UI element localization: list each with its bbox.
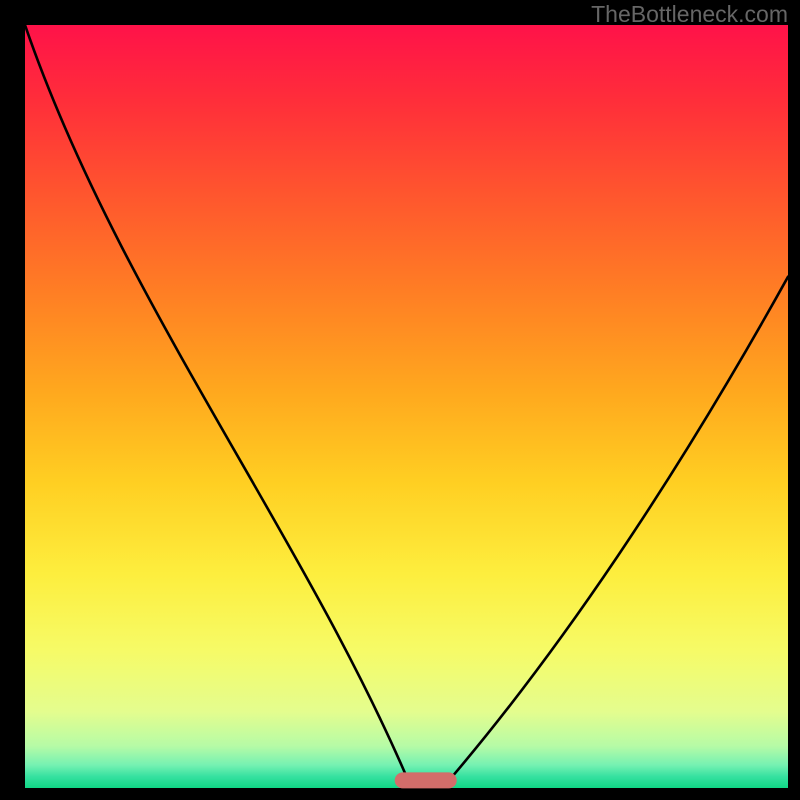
v-curve [25, 25, 788, 777]
curve-overlay [25, 25, 788, 788]
plot-area [25, 25, 788, 788]
chart-container: TheBottleneck.com [0, 0, 800, 800]
minimum-marker [394, 773, 457, 788]
watermark-text: TheBottleneck.com [591, 1, 788, 28]
